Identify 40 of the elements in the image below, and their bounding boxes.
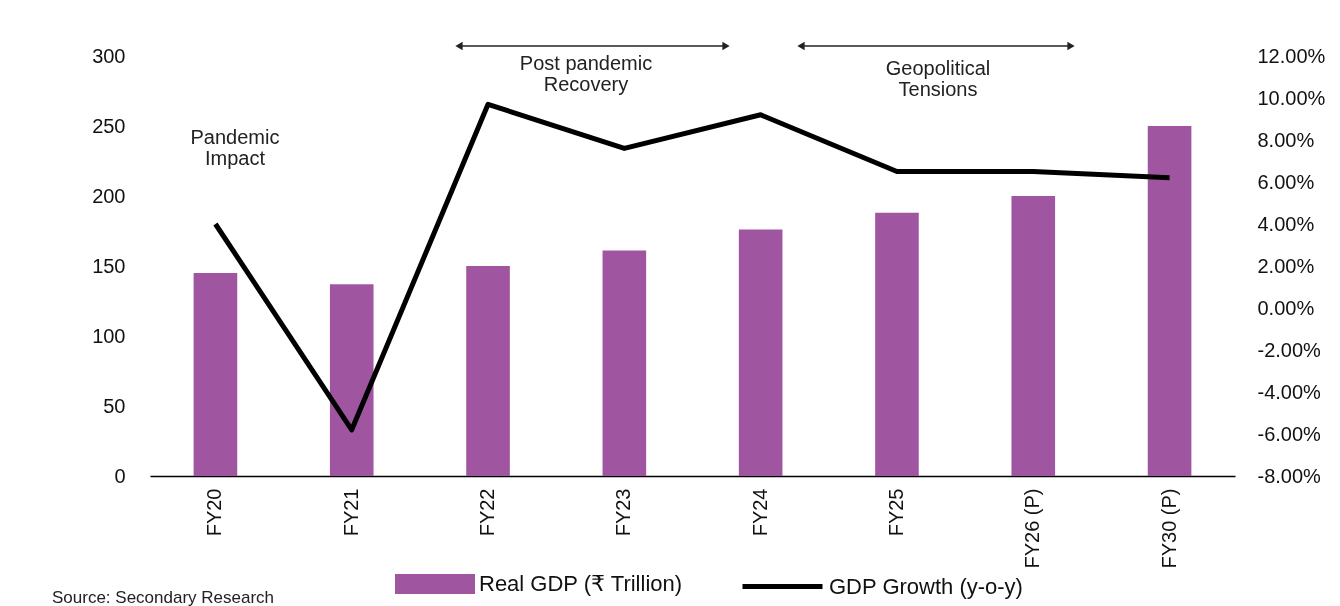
y2-tick-label: 2.00% xyxy=(1257,254,1315,277)
y-tick-label: 50 xyxy=(103,394,126,417)
y2-tick-label: -4.00% xyxy=(1257,380,1322,403)
y-tick-label: 0 xyxy=(114,464,126,487)
bar xyxy=(738,229,783,476)
annotation: Post pandemic Recovery xyxy=(519,52,653,95)
y2-tick-label: 8.00% xyxy=(1257,128,1315,151)
x-tick-label: FY26 (P) xyxy=(1021,488,1044,569)
y2-tick-label: 4.00% xyxy=(1257,212,1315,235)
x-tick-label: FY22 xyxy=(476,488,499,537)
bar xyxy=(1147,126,1192,476)
y-tick-label: 100 xyxy=(92,324,126,347)
x-tick-label: FY20 xyxy=(203,488,226,537)
y-tick-label: 300 xyxy=(92,44,126,67)
y2-tick-label: 0.00% xyxy=(1257,296,1315,319)
y2-tick-label: 10.00% xyxy=(1257,86,1326,109)
y2-tick-label: -8.00% xyxy=(1257,464,1322,487)
y2-tick-label: -2.00% xyxy=(1257,338,1322,361)
bar xyxy=(193,273,238,476)
bar xyxy=(329,284,374,476)
y-tick-label: 150 xyxy=(92,254,126,277)
legend-label: Real GDP (₹ Trillion) xyxy=(479,571,683,596)
bar xyxy=(602,250,647,476)
x-tick-label: FY30 (P) xyxy=(1157,488,1180,569)
y2-tick-label: 6.00% xyxy=(1257,170,1315,193)
y-tick-label: 250 xyxy=(92,114,126,137)
x-tick-label: FY21 xyxy=(339,488,362,537)
y-tick-label: 200 xyxy=(92,184,126,207)
source-note: Source: Secondary Research xyxy=(52,588,275,606)
annotation: Geopolitical Tensions xyxy=(885,57,991,100)
bar xyxy=(466,266,510,476)
bar xyxy=(1011,196,1056,476)
y2-tick-label: -6.00% xyxy=(1257,422,1322,445)
y2-tick-label: 12.00% xyxy=(1257,44,1326,67)
legend-label: GDP Growth (y-o-y) xyxy=(829,573,1023,599)
x-tick-label: FY23 xyxy=(612,488,635,537)
x-tick-label: FY25 xyxy=(884,488,907,537)
bar xyxy=(875,212,919,476)
x-tick-label: FY24 xyxy=(748,488,771,537)
annotation: Pandemic Impact xyxy=(190,126,280,169)
